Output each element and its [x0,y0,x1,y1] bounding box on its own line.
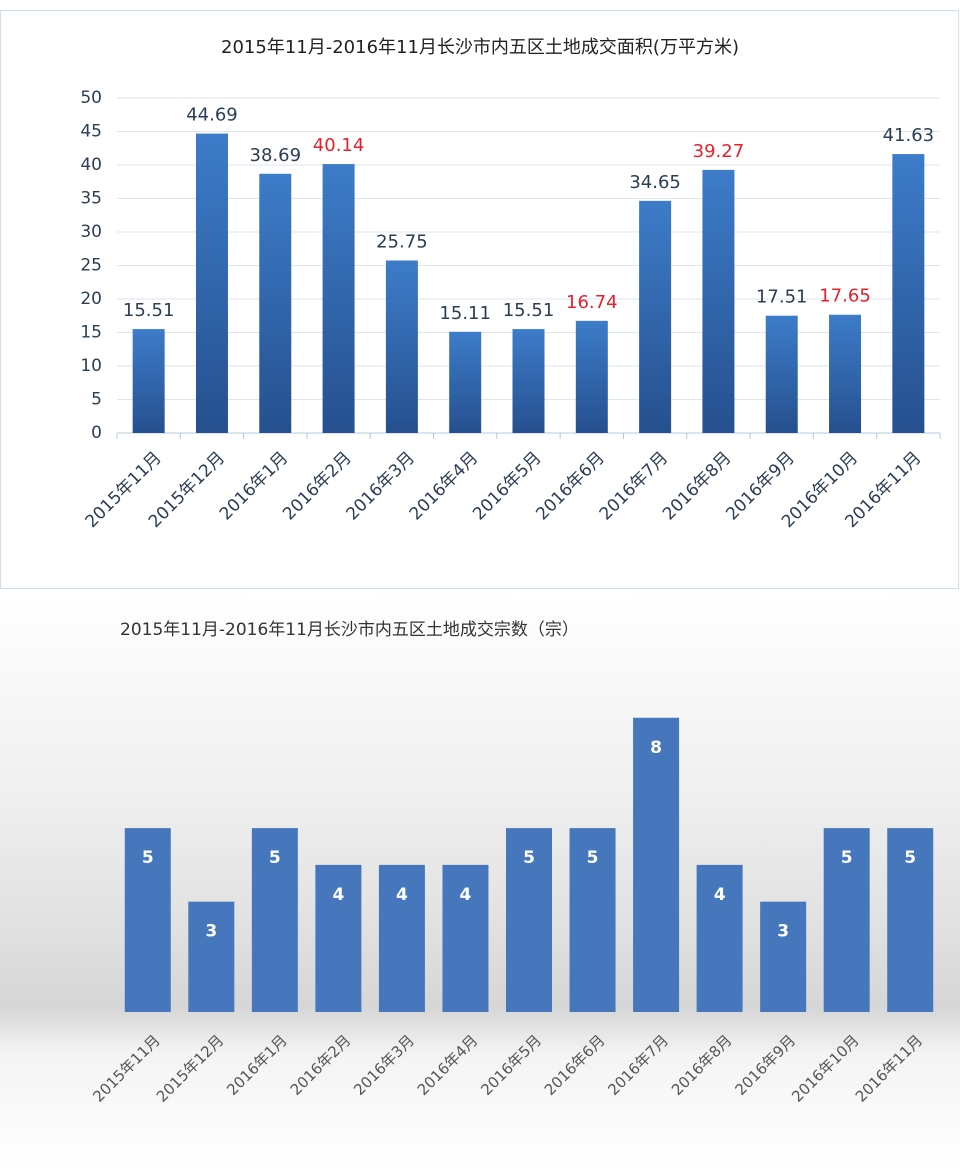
bar [760,901,807,1012]
bar [195,133,228,433]
y-tick-label: 40 [80,155,102,175]
bar [259,173,292,434]
value-label: 39.27 [693,141,745,162]
bar [251,828,298,1012]
bar [315,864,362,1012]
y-tick-label: 45 [80,122,102,142]
value-label: 5 [142,848,154,868]
value-label: 40.14 [313,135,365,156]
value-label: 15.11 [439,303,491,324]
value-label: 25.75 [376,231,428,252]
bar [829,314,862,433]
value-label: 17.51 [756,287,808,308]
bar [887,828,934,1012]
bar [188,901,235,1012]
bar [124,828,171,1012]
value-label: 41.63 [883,125,935,146]
chart-title: 2015年11月-2016年11月长沙市内五区土地成交面积(万平方米) [221,37,739,58]
value-label: 16.74 [566,292,618,313]
y-tick-label: 50 [80,88,102,108]
bar [696,864,743,1012]
bar [132,329,165,433]
bar [575,320,608,433]
value-label: 5 [904,848,916,868]
value-label: 15.51 [503,300,555,321]
value-label: 5 [587,848,599,868]
value-label: 8 [650,738,662,758]
y-tick-label: 5 [91,390,102,410]
bar [442,864,489,1012]
bar [702,169,735,434]
value-label: 4 [714,885,726,905]
bar [322,164,355,433]
y-tick-label: 35 [80,189,102,209]
y-tick-label: 20 [80,289,102,309]
value-label: 4 [460,885,472,905]
bar [569,828,616,1012]
value-label: 5 [841,848,853,868]
value-label: 34.65 [629,172,681,193]
y-tick-label: 10 [80,356,102,376]
bar [378,864,425,1012]
value-label: 4 [332,885,344,905]
bar [765,315,798,433]
bar [512,329,545,433]
value-label: 3 [205,922,217,942]
bar [506,828,552,1012]
bar [449,331,482,433]
value-label: 44.69 [186,105,238,126]
bar [639,200,672,433]
value-label: 38.69 [250,145,302,166]
y-tick-label: 25 [80,256,102,276]
value-label: 17.65 [819,286,871,307]
value-label: 5 [523,848,535,868]
value-label: 4 [396,885,408,905]
value-label: 15.51 [123,300,175,321]
y-tick-label: 0 [91,423,102,443]
bar [385,260,418,433]
bar [633,717,680,1012]
y-tick-label: 30 [80,222,102,242]
y-tick-label: 15 [80,323,102,343]
chart-title: 2015年11月-2016年11月长沙市内五区土地成交宗数（宗） [120,620,579,640]
value-label: 3 [777,922,789,942]
bar [892,154,925,434]
bar [823,828,870,1012]
value-label: 5 [269,848,281,868]
